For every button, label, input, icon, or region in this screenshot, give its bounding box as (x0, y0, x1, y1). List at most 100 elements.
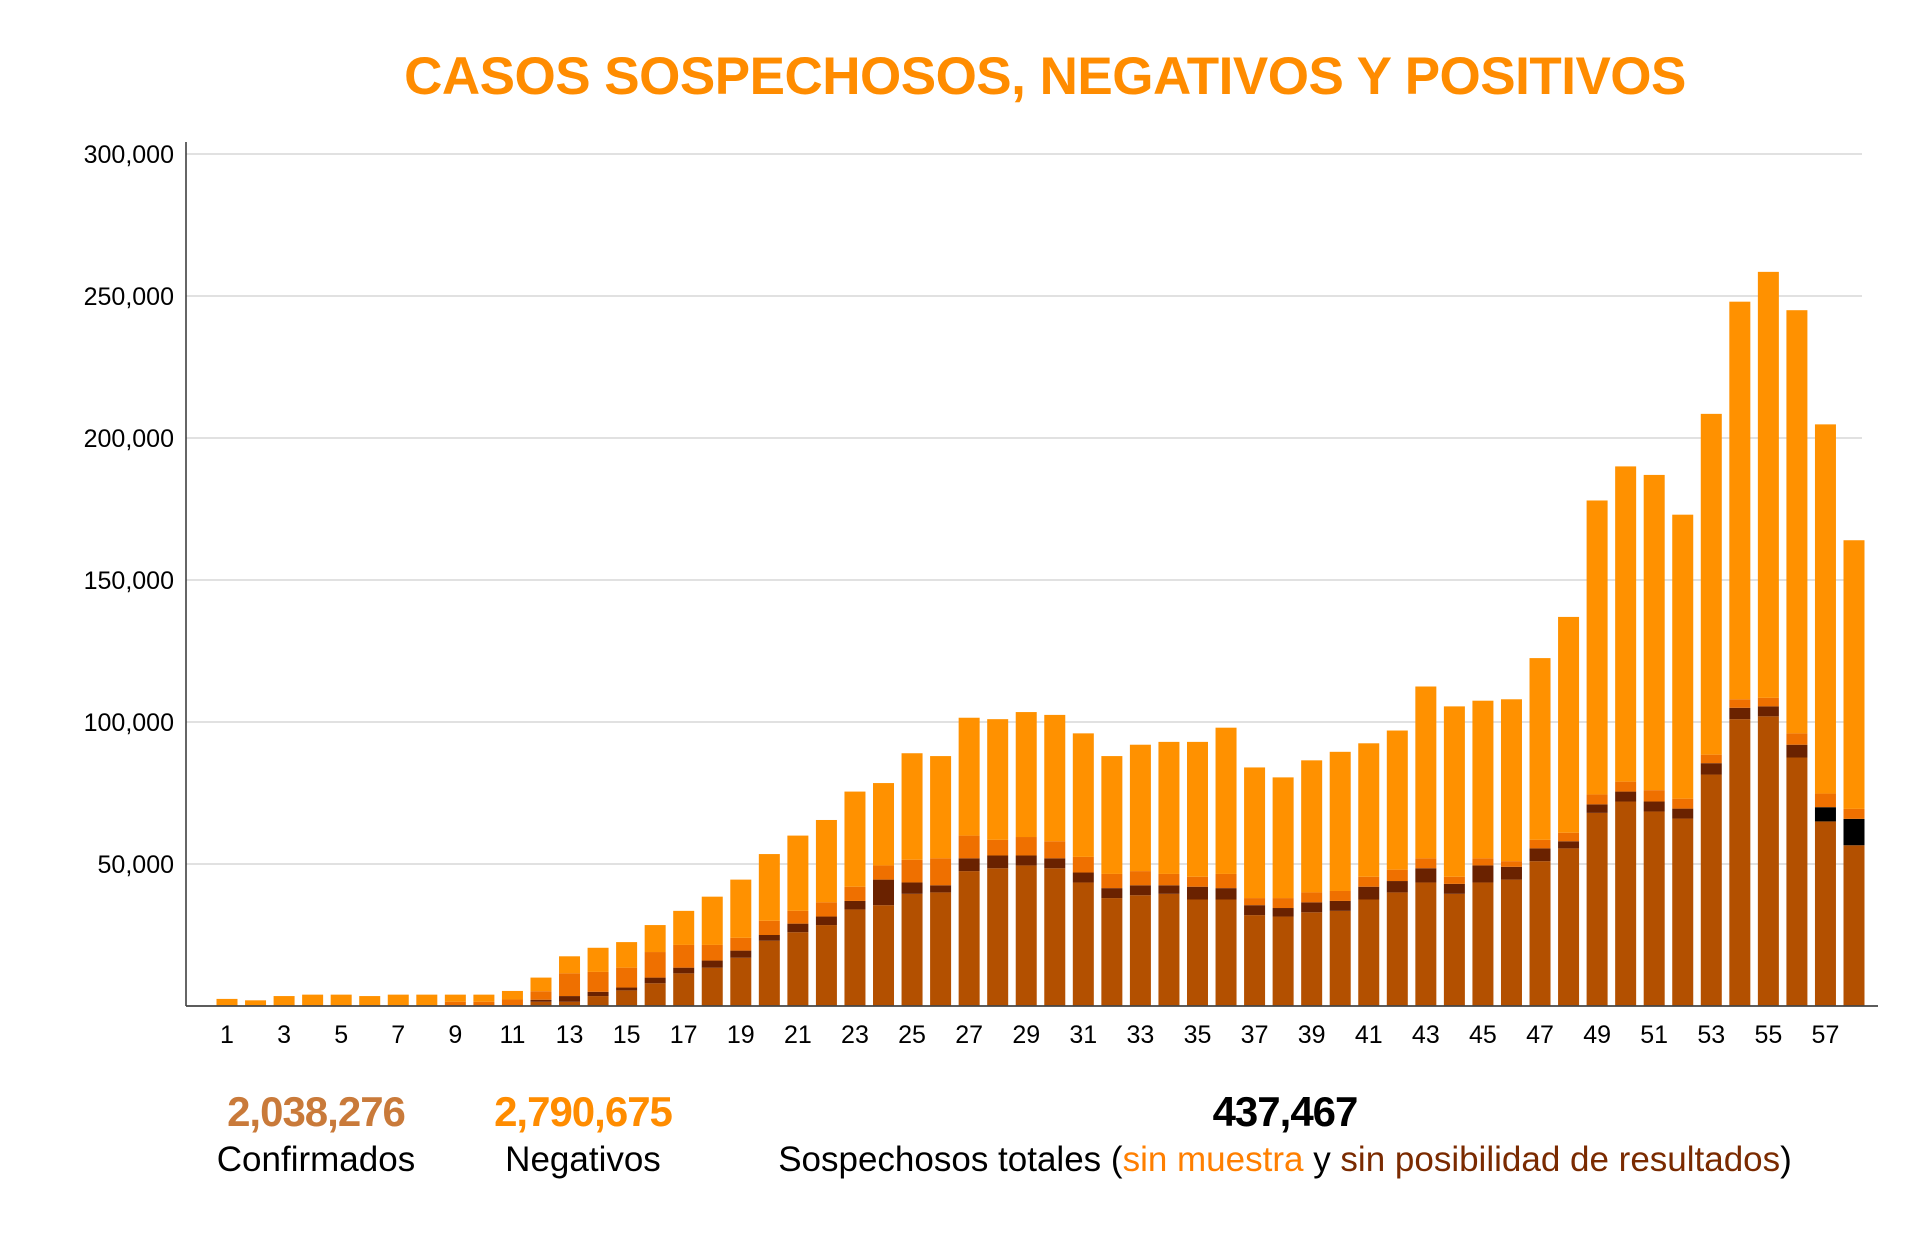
bar-segment-confirmados (1386, 892, 1408, 1006)
bar-stack-16 (644, 925, 666, 1006)
bar-stack-39 (1301, 760, 1323, 1006)
bar-segment-sin-muestra (901, 859, 923, 883)
bar-stack-50 (1615, 466, 1637, 1006)
bar-segment-sin-posibilidad-de-resultados (1301, 902, 1323, 913)
x-tick-label: 51 (1640, 1021, 1668, 1049)
bar-segment-confirmados (1301, 912, 1323, 1006)
bar-segment-negativos (1129, 744, 1151, 872)
sin-posibilidad-label: sin posibilidad de resultados (1340, 1140, 1781, 1179)
bar-segment-confirmados (701, 967, 723, 1006)
y-tick-label: 50,000 (98, 851, 174, 879)
bar-stack-6 (359, 996, 381, 1006)
bar-segment-sin-posibilidad-de-resultados (701, 960, 723, 968)
x-tick-label: 3 (277, 1021, 291, 1049)
bar-segment-sin-muestra (1415, 858, 1437, 869)
bar-segment-sin-posibilidad-de-resultados (1129, 885, 1151, 896)
bar-stack-25 (901, 753, 923, 1006)
bar-segment-sin-posibilidad-de-resultados (673, 967, 695, 974)
x-tick-label: 9 (448, 1021, 462, 1049)
x-tick-label: 5 (334, 1021, 348, 1049)
x-tick-label: 25 (898, 1021, 926, 1049)
bar-segment-sin-posibilidad-de-resultados (587, 991, 609, 997)
bar-stack-58 (1843, 540, 1865, 1006)
x-tick-label: 37 (1241, 1021, 1269, 1049)
bar-segment-sin-muestra (1558, 832, 1580, 842)
bar-segment-sin-posibilidad-de-resultados (1672, 808, 1694, 819)
bar-segment-sin-muestra (1757, 697, 1779, 707)
bar-stack-3 (273, 996, 295, 1006)
sin-muestra-label: sin muestra (1122, 1140, 1304, 1179)
bar-segment-confirmados (787, 932, 809, 1006)
bar-segment-negativos (1443, 706, 1465, 877)
bar-segment-confirmados (587, 996, 609, 1006)
bar-segment-negativos (1215, 727, 1237, 874)
bar-stack-55 (1757, 271, 1779, 1006)
bar-segment-sin-muestra (587, 971, 609, 992)
bar-segment-confirmados (1700, 774, 1722, 1006)
bar-stack-38 (1272, 777, 1294, 1006)
bar-segment-negativos (1415, 686, 1437, 859)
confirmados-summary: 2,038,276 Confirmados (186, 1088, 446, 1180)
bar-segment-sin-muestra (1015, 837, 1037, 856)
bar-segment-negativos (1500, 699, 1522, 862)
bar-stack-51 (1643, 474, 1665, 1006)
negativos-label: Negativos (505, 1140, 661, 1179)
bar-segment-confirmados (1615, 801, 1637, 1006)
bar-segment-negativos (815, 819, 837, 903)
bar-segment-sin-posibilidad-de-resultados (1472, 865, 1494, 883)
bar-segment-confirmados (530, 1001, 552, 1006)
bar-stack-9 (444, 994, 466, 1006)
bar-segment-confirmados (1472, 882, 1494, 1006)
bar-segment-confirmados (1643, 811, 1665, 1006)
bar-segment-sin-posibilidad-de-resultados (787, 923, 809, 933)
bar-segment-sin-posibilidad-de-resultados (1415, 868, 1437, 883)
bar-stack-8 (416, 994, 438, 1006)
bar-stack-40 (1329, 751, 1351, 1006)
bar-stack-19 (730, 879, 752, 1006)
bar-stack-14 (587, 947, 609, 1006)
bar-segment-sin-muestra (473, 1001, 495, 1006)
bar-stack-30 (1044, 714, 1066, 1006)
x-tick-label: 27 (955, 1021, 983, 1049)
bar-segment-negativos (1814, 424, 1836, 794)
bar-segment-sin-muestra (1786, 733, 1808, 745)
bar-stack-2 (245, 1000, 267, 1006)
bar-segment-confirmados (758, 940, 780, 1006)
bar-stack-53 (1700, 413, 1722, 1006)
bar-segment-negativos (1329, 751, 1351, 891)
bar-stack-44 (1443, 706, 1465, 1006)
bar-segment-sin-muestra (1443, 876, 1465, 884)
bar-segment-confirmados (1272, 916, 1294, 1006)
x-tick-label: 33 (1126, 1021, 1154, 1049)
bar-segment-confirmados (1129, 895, 1151, 1006)
bar-segment-sin-posibilidad-de-resultados (1386, 881, 1408, 893)
sospechosos-total: 437,467 (1212, 1088, 1359, 1135)
x-tick-label: 47 (1526, 1021, 1554, 1049)
bar-segment-confirmados (1244, 915, 1266, 1006)
bar-segment-sin-muestra (730, 937, 752, 951)
bar-segment-negativos (644, 925, 666, 953)
bar-segment-negativos (245, 1000, 267, 1006)
bar-segment-negativos (1729, 301, 1751, 700)
bar-segment-sin-muestra (1158, 873, 1180, 886)
bar-segment-sin-posibilidad-de-resultados (1586, 804, 1608, 813)
bar-stack-28 (987, 719, 1009, 1006)
bar-stack-13 (559, 956, 581, 1006)
confirmados-total: 2,038,276 (227, 1088, 406, 1135)
bar-segment-negativos (416, 994, 438, 1006)
bar-stack-17 (673, 910, 695, 1006)
x-tick-label: 23 (841, 1021, 869, 1049)
bar-stack-15 (616, 942, 638, 1006)
x-tick-label: 15 (613, 1021, 641, 1049)
bar-segment-sin-posibilidad-de-resultados (1244, 905, 1266, 916)
bar-segment-negativos (1301, 760, 1323, 893)
bar-segment-confirmados (616, 990, 638, 1006)
bar-stack-23 (844, 791, 866, 1006)
bar-segment-negativos (1786, 310, 1808, 734)
bar-segment-confirmados (673, 973, 695, 1006)
bar-segment-negativos (302, 994, 324, 1006)
bar-segment-negativos (387, 994, 409, 1006)
bar-segment-confirmados (1586, 812, 1608, 1006)
bar-segment-sin-muestra (987, 839, 1009, 856)
bar-stack-45 (1472, 700, 1494, 1006)
